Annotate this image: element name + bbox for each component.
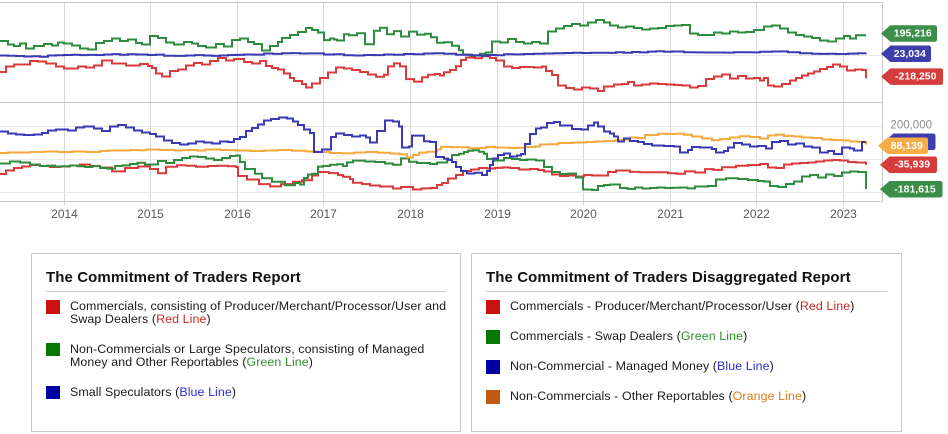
x-axis-label: 2016 [224,207,251,221]
badge-value: -35,939 [894,159,930,171]
legend-text: ) [743,329,748,343]
legend-item-text: Non-Commercials - Other Reportables (Ora… [510,389,807,403]
legend-line-color-label: Blue Line [179,384,232,399]
legend-swatch [486,390,500,404]
cot-chart-canvas[interactable]: 2014 2015 2016 2017 2018 2019 2020 2021 2022 2023… [0,0,948,230]
legend-title-cot-report: The Commitment of Traders Report [46,269,301,286]
last-value-badge: 88,139 [878,137,928,155]
legend-line-color-label: Red Line [156,312,207,327]
badge-value: 23,034 [894,48,926,60]
badge-value: -181,615 [894,183,936,195]
legend-title-cot-disaggregated-report: The Commitment of Traders Disaggregated … [486,269,851,286]
x-axis-label: 2018 [397,207,424,221]
legend-line-color-label: Green Line [680,329,744,343]
legend-item: Commercials - Swap Dealers (Green Line) [486,329,887,344]
series-line [0,159,867,191]
legend-text: Non-Commercials - Other Reportables ( [510,389,733,403]
legend-swatch [486,330,500,344]
series-line [0,116,866,176]
legend-swatch [46,300,60,314]
legend-text: ) [850,299,855,313]
legend-text: ) [801,389,807,403]
badge-value: -218,250 [895,71,937,83]
last-value-badge: -181,615 [880,181,943,198]
legend-text: Commercials, consisting of Producer/Merc… [70,299,447,313]
badge-value: 88,139 [891,140,923,152]
legend-line-color-label: Green Line [246,355,309,370]
legend-swatch [486,360,500,374]
legend-text: Commercials - Swap Dealers ( [510,329,681,343]
x-axis-label: 2014 [51,207,78,221]
badge-shape [881,68,943,85]
legend-items-cot-disaggregated-report: Commercials - Producer/Merchant/Processo… [486,299,887,404]
series-line [0,19,866,57]
badge-shape [881,45,931,63]
badge-shape [880,156,937,173]
legend-item: Small Speculators (Blue Line) [46,384,446,400]
x-axis-label: 2022 [743,207,770,221]
last-value-badge: 23,034 [881,45,931,63]
legend-text: ) [769,359,774,373]
legend-item-text: Commercials - Swap Dealers (Green Line) [510,329,748,343]
x-axis-label: 2019 [484,207,511,221]
badge-shape [878,137,928,155]
legend-text: ) [206,312,211,327]
legend-item-text: Non-Commercial - Managed Money (Blue Lin… [510,359,774,373]
legend-text: Non-Commercial - Managed Money ( [510,359,718,373]
x-axis-label: 2015 [137,207,164,221]
x-axis-label: 2023 [830,207,857,221]
y-axis-label: 200,000 [890,120,932,132]
series-line [0,55,867,92]
legend-text: Swap Dealers ( [70,312,157,327]
legend-swatch [46,385,60,400]
legend-box-cot-report: The Commitment of Traders Report Commerc… [31,253,461,432]
badge-value: 195,216 [894,28,932,40]
badge-shape [880,181,943,198]
legend-divider [46,291,446,292]
legend-item-text: Commercials - Producer/Merchant/Processo… [510,299,855,313]
legend-text: Commercials - Producer/Merchant/Processo… [510,299,800,313]
legend-line-color-label: Orange Line [732,389,802,403]
legend-item: Commercials, consisting of Producer/Merc… [46,299,447,327]
legend-swatch [486,300,500,314]
legend-line-color-label: Red Line [799,299,851,313]
legend-item-text: Small Speculators (Blue Line) [70,384,237,399]
last-value-badge: -218,250 [881,68,943,85]
x-axis-label: 2021 [657,207,684,221]
legend-text: Money and Other Reportables ( [70,355,247,370]
series-line [0,50,867,58]
x-axis-label: 2017 [310,207,337,221]
last-value-badge: -35,939 [880,156,937,173]
last-value-badge: 195,216 [881,25,937,42]
series-line [0,149,867,191]
legend-divider [486,291,887,292]
legend-item: Commercials - Producer/Merchant/Processo… [486,299,887,314]
legend-item-text: Non-Commercials or Large Speculators, co… [70,341,425,370]
legend-swatch [46,342,60,357]
series-line [0,132,867,159]
legend-text: Non-Commercials or Large Speculators, co… [70,341,425,356]
x-axis-label: 2020 [570,207,597,221]
legend-item-text: Commercials, consisting of Producer/Merc… [70,299,447,327]
legend-box-cot-disaggregated-report: The Commitment of Traders Disaggregated … [471,253,902,432]
legend-text: ) [308,355,314,370]
legend-text: Small Speculators ( [70,384,180,399]
cot-chart-area: 2014 2015 2016 2017 2018 2019 2020 2021 2022 2023… [0,0,948,230]
legend-item: Non-Commercials or Large Speculators, co… [46,341,446,370]
legend-item: Non-Commercial - Managed Money (Blue Lin… [486,359,887,374]
legend-text: ) [231,384,237,399]
badge-shape [881,25,937,42]
legend-items-cot-report: Commercials, consisting of Producer/Merc… [46,299,447,400]
legend-line-color-label: Blue Line [717,359,770,373]
legend-item: Non-Commercials - Other Reportables (Ora… [486,389,887,404]
